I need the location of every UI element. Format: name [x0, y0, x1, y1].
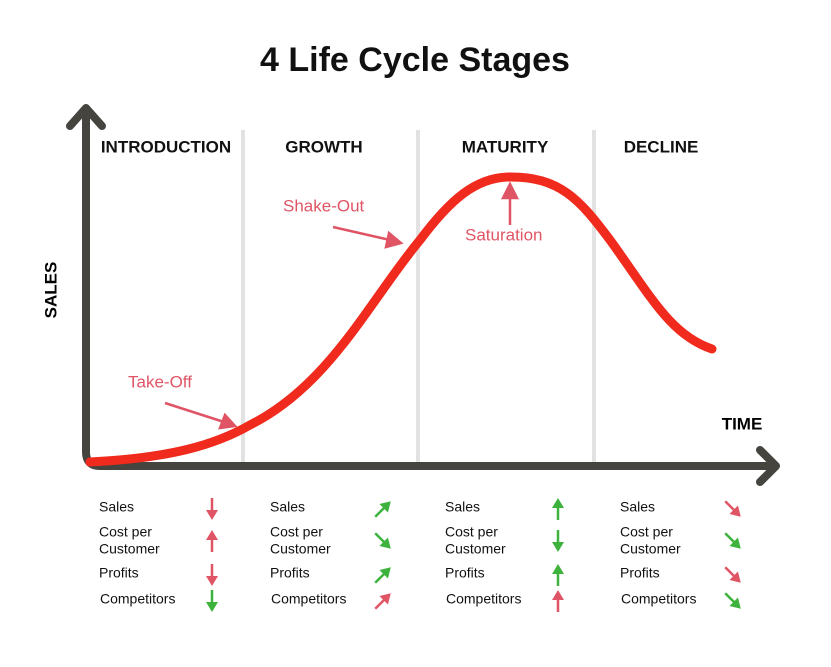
trend-arrow-shaft: [374, 597, 387, 610]
trend-arrow: [552, 564, 564, 586]
dividers: [241, 130, 596, 462]
metric-label: Sales: [445, 499, 480, 515]
trend-arrow-head: [206, 510, 218, 520]
title: 4 Life Cycle Stages: [260, 41, 570, 79]
trend-arrow-shaft: [724, 592, 737, 605]
metric-label: Profits: [445, 565, 485, 581]
trend-arrow-head: [729, 571, 741, 583]
trend-arrow-shaft: [724, 566, 737, 579]
metric-label: Cost per: [620, 524, 673, 540]
trend-arrow-head: [552, 590, 564, 600]
annotation: Shake-Out: [283, 196, 365, 215]
trend-arrow-head: [379, 501, 391, 513]
annotation: Take-Off: [128, 372, 192, 391]
sales-curve: [85, 172, 717, 467]
y-axis-label: SALES: [41, 262, 60, 319]
stage-name: MATURITY: [462, 137, 549, 156]
metric-label: Cost per: [270, 524, 323, 540]
annotation-arrows: [164, 181, 520, 430]
trend-arrow-head: [552, 542, 564, 552]
stage-name: GROWTH: [285, 137, 362, 156]
trend-arrow: [374, 567, 391, 584]
metric-label: Competitors: [621, 591, 696, 607]
trend-arrow: [206, 590, 218, 612]
annotation-arrowhead: [500, 181, 520, 200]
metric-label: Cost per: [99, 524, 152, 540]
trend-arrow: [724, 592, 741, 609]
metric-label: Customer: [99, 541, 160, 557]
metric-label: Customer: [270, 541, 331, 557]
trend-arrow-shaft: [724, 500, 737, 513]
trend-arrow: [552, 530, 564, 552]
trend-arrow-shaft: [724, 532, 737, 545]
trend-arrow: [206, 564, 218, 586]
trend-arrow-shaft: [374, 505, 387, 518]
metric-label: Profits: [99, 565, 139, 581]
trend-arrow-head: [379, 537, 391, 549]
trend-arrow: [724, 500, 741, 517]
metric-label: Competitors: [446, 591, 521, 607]
trend-arrow: [724, 532, 741, 549]
trend-arrow-shaft: [374, 532, 387, 545]
trend-arrow-head: [379, 593, 391, 605]
metric-label: Competitors: [271, 591, 346, 607]
trend-arrow-head: [729, 505, 741, 517]
trend-arrow: [552, 590, 564, 612]
y-arrowhead: [66, 104, 106, 130]
trend-arrow-head: [729, 597, 741, 609]
metric-label: Customer: [445, 541, 506, 557]
trend-arrow: [374, 501, 391, 518]
metric-label: Profits: [270, 565, 310, 581]
trend-arrow-head: [729, 537, 741, 549]
annotation: Saturation: [465, 225, 543, 244]
annotation-arrow: [164, 401, 225, 424]
stage-name: INTRODUCTION: [101, 137, 231, 156]
metric-label: Competitors: [100, 591, 175, 607]
annotation-arrow: [332, 225, 391, 242]
metric-label: Sales: [270, 499, 305, 515]
metric-label: Sales: [620, 499, 655, 515]
trend-arrow: [374, 593, 391, 610]
trend-arrow: [206, 498, 218, 520]
trend-arrow-head: [552, 564, 564, 574]
trend-arrow-head: [552, 498, 564, 508]
trend-arrow: [552, 498, 564, 520]
stage-name: DECLINE: [624, 137, 699, 156]
trend-arrow-head: [206, 576, 218, 586]
metric-label: Cost per: [445, 524, 498, 540]
axis-lines: [82, 108, 776, 470]
trend-arrow-head: [206, 530, 218, 540]
trend-arrow-shaft: [374, 571, 387, 584]
annotation-arrowhead: [384, 230, 404, 249]
x-arrowhead: [756, 446, 780, 486]
axes: [66, 104, 780, 486]
trend-arrow: [724, 566, 741, 583]
metric-label: Sales: [99, 499, 134, 515]
trend-arrow: [374, 532, 391, 549]
trend-arrow-head: [379, 567, 391, 579]
annotation-arrowhead: [218, 412, 238, 430]
metric-label: Profits: [620, 565, 660, 581]
trend-arrow: [206, 530, 218, 552]
x-axis-label: TIME: [722, 414, 763, 433]
trend-arrow-head: [206, 602, 218, 612]
metric-label: Customer: [620, 541, 681, 557]
